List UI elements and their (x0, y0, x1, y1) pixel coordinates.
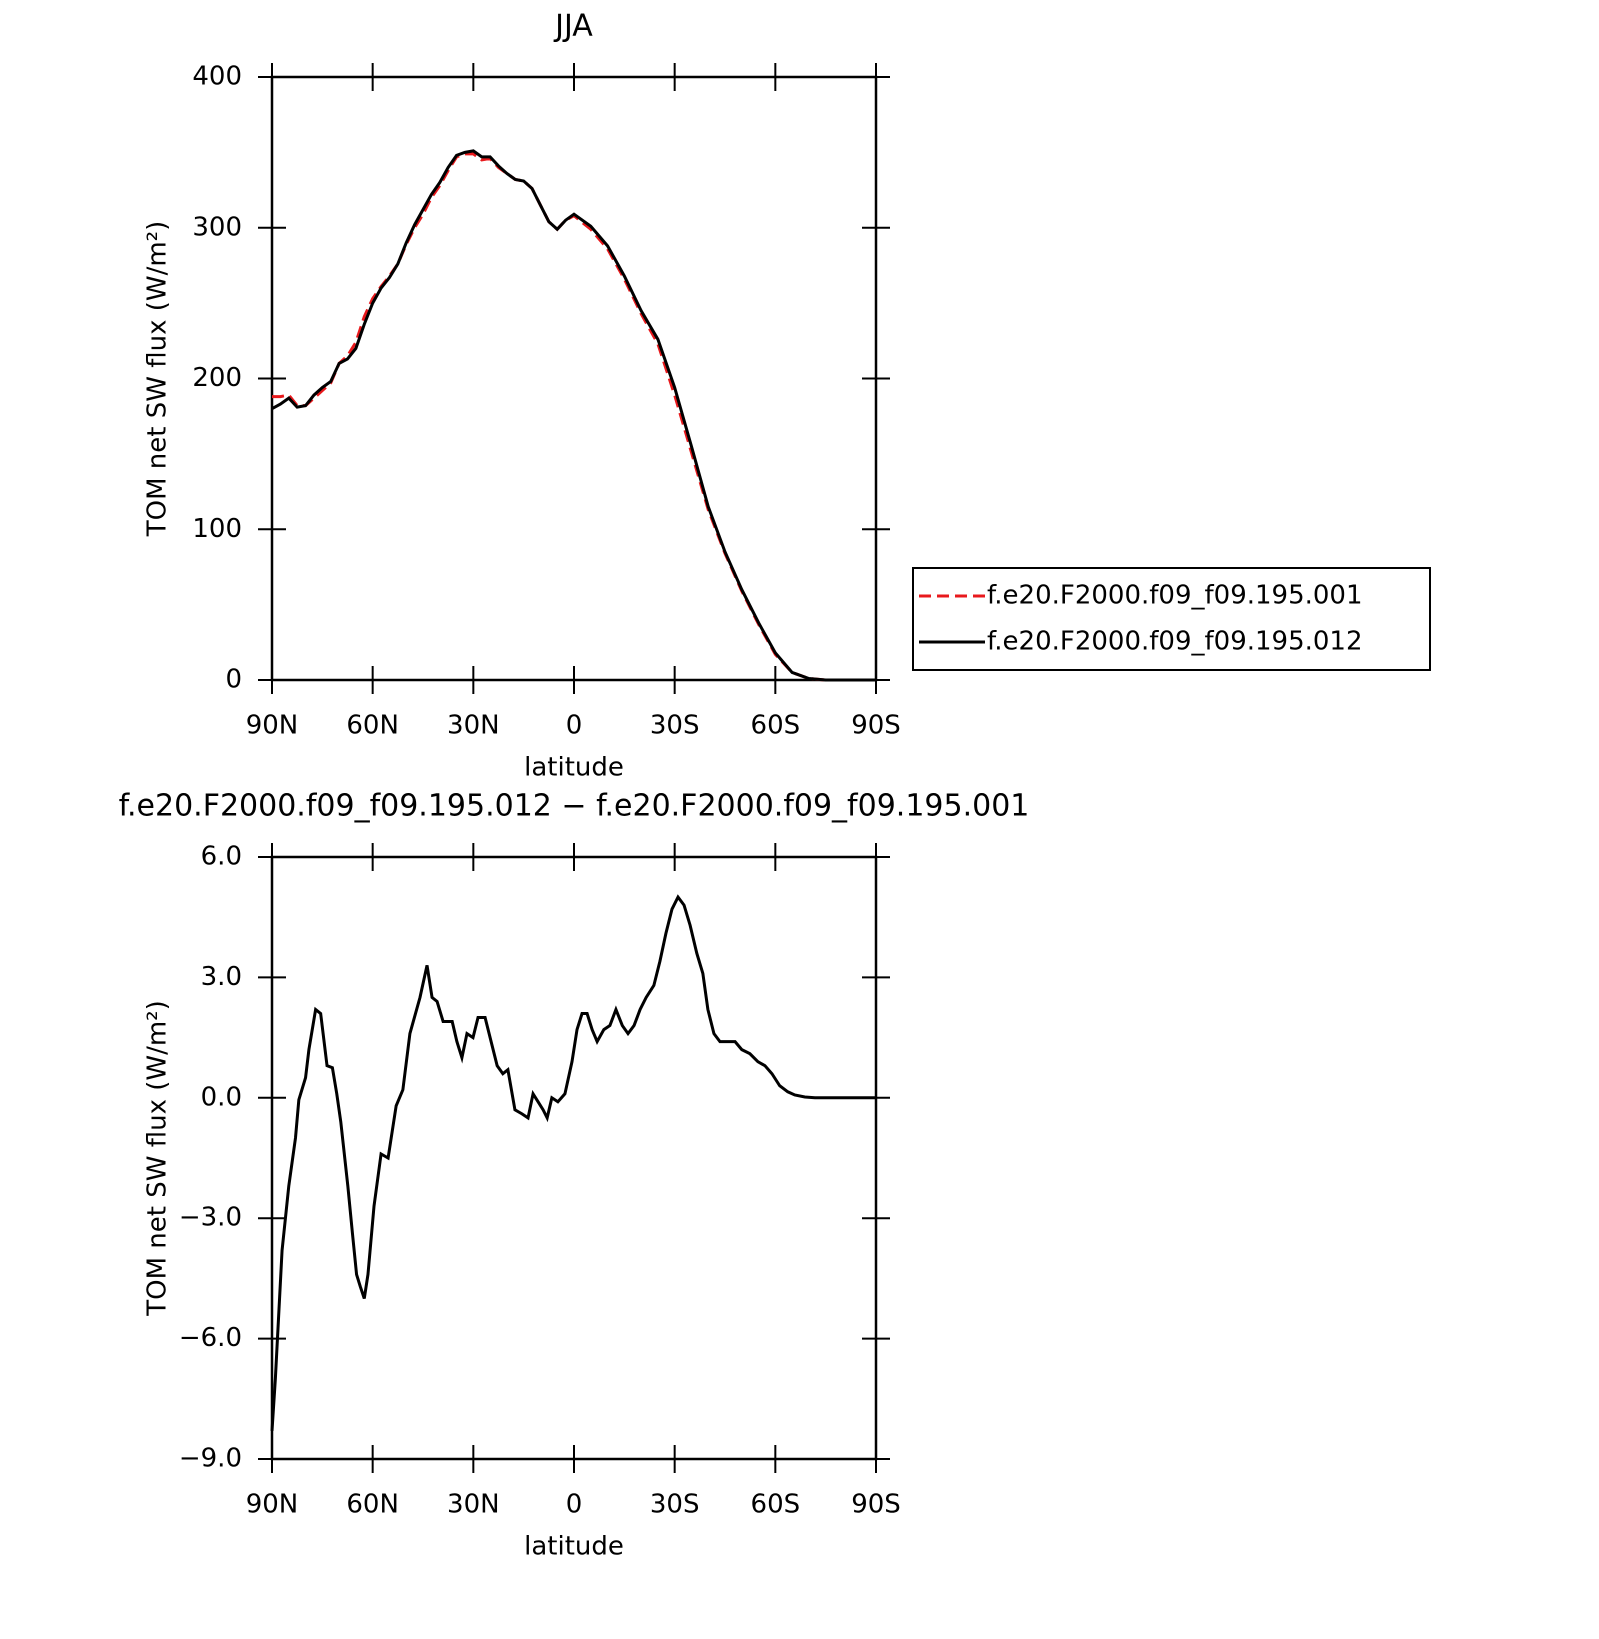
y-tick-label: 100 (192, 514, 242, 544)
y-tick-label: 400 (192, 62, 242, 92)
data-line (272, 152, 876, 682)
y-tick-label: 300 (192, 212, 242, 242)
x-tick-label: 30N (447, 1490, 500, 1520)
y-tick-label: 6.0 (201, 842, 242, 872)
x-tick-label: 60S (751, 1490, 801, 1520)
legend-label: f.e20.F2000.f09_f09.195.012 (987, 627, 1363, 657)
plot-frame (270, 855, 878, 1461)
x-axis-label: latitude (524, 1532, 624, 1562)
x-tick-label: 30S (650, 711, 700, 741)
x-tick-label: 90N (246, 711, 299, 741)
x-tick-label: 60N (346, 1490, 399, 1520)
x-tick-label: 60S (751, 711, 801, 741)
x-tick-label: 90S (851, 711, 901, 741)
y-tick-label: −3.0 (179, 1203, 242, 1233)
y-axis-label: TOM net SW flux (W/m²) (143, 221, 173, 537)
x-tick-label: 60N (346, 711, 399, 741)
legend-label: f.e20.F2000.f09_f09.195.001 (987, 581, 1363, 611)
plot-frame (270, 75, 878, 682)
y-tick-label: 0.0 (201, 1082, 242, 1112)
y-tick-label: −6.0 (179, 1323, 242, 1353)
x-tick-label: 0 (566, 1490, 583, 1520)
x-tick-label: 90N (246, 1490, 299, 1520)
y-tick-label: 200 (192, 363, 242, 393)
x-tick-label: 0 (566, 711, 583, 741)
x-tick-label: 30N (447, 711, 500, 741)
x-axis-label: latitude (524, 753, 624, 783)
data-line (270, 894, 876, 1432)
data-line (271, 149, 876, 682)
chart-title: f.e20.F2000.f09_f09.195.012 − f.e20.F200… (119, 789, 1030, 824)
chart-title: JJA (553, 9, 593, 44)
y-tick-label: 3.0 (201, 962, 242, 992)
y-axis-label: TOM net SW flux (W/m²) (143, 1000, 173, 1316)
y-tick-label: −9.0 (179, 1444, 242, 1474)
y-tick-label: 0 (225, 665, 242, 695)
x-tick-label: 30S (650, 1490, 700, 1520)
legend-box (912, 567, 1431, 671)
x-tick-label: 90S (851, 1490, 901, 1520)
